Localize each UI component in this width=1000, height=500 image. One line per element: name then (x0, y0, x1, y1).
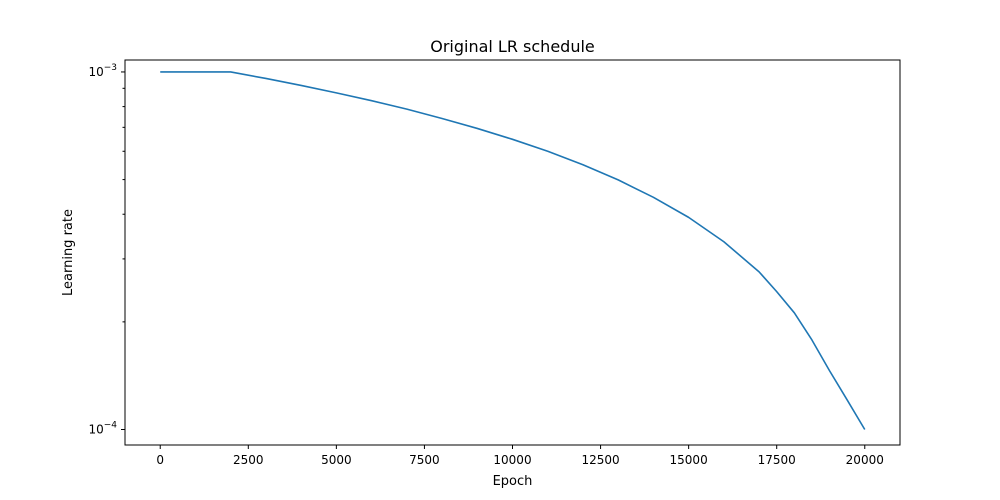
chart-title: Original LR schedule (430, 37, 595, 56)
y-axis-ticks: 10−4 10−3 (88, 63, 125, 436)
x-tick-label: 10000 (493, 453, 531, 467)
x-axis-ticks: 0 2500 5000 7500 10000 12500 15000 17500 20000 (156, 445, 884, 467)
y-tick-label: 10−3 (88, 63, 117, 79)
y-axis-label: Learning rate (61, 209, 76, 296)
x-tick-label: 17500 (758, 453, 796, 467)
x-tick-label: 15000 (670, 453, 708, 467)
plot-layer (160, 71, 866, 430)
x-axis-label: Epoch (493, 474, 533, 489)
series-line (160, 71, 866, 430)
x-tick-label: 7500 (409, 453, 440, 467)
x-tick-label: 12500 (581, 453, 619, 467)
x-tick-label: 0 (156, 453, 164, 467)
x-tick-label: 20000 (846, 453, 884, 467)
x-tick-label: 5000 (321, 453, 352, 467)
y-tick-label: 10−4 (88, 420, 117, 436)
axes-frame (124, 59, 901, 446)
x-tick-label: 2500 (233, 453, 264, 467)
